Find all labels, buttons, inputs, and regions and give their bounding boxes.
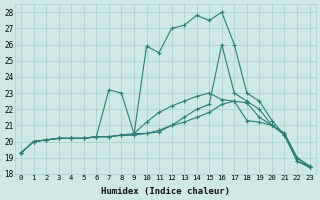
X-axis label: Humidex (Indice chaleur): Humidex (Indice chaleur)	[101, 187, 230, 196]
